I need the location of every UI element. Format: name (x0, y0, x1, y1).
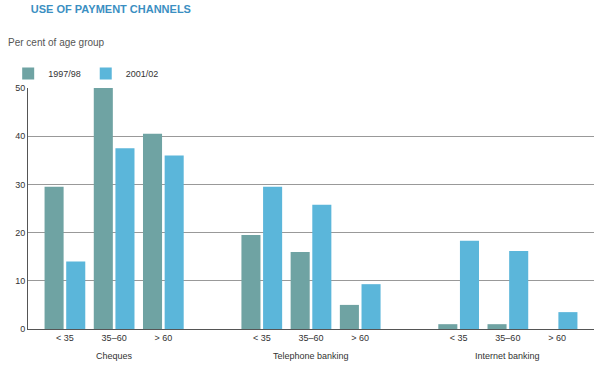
svg-text:< 35: < 35 (450, 333, 468, 343)
svg-text:1997/98: 1997/98 (48, 69, 81, 79)
svg-text:USE OF PAYMENT CHANNELS: USE OF PAYMENT CHANNELS (31, 3, 191, 15)
svg-text:Telephone banking: Telephone banking (273, 351, 349, 361)
svg-text:< 35: < 35 (253, 333, 271, 343)
svg-text:Cheques: Cheques (96, 351, 133, 361)
svg-text:Per cent of age group: Per cent of age group (8, 37, 105, 48)
svg-text:< 35: < 35 (56, 333, 74, 343)
svg-text:2001/02: 2001/02 (126, 69, 159, 79)
svg-text:10: 10 (15, 276, 25, 286)
svg-text:40: 40 (15, 131, 25, 141)
svg-text:> 60: > 60 (154, 333, 172, 343)
svg-text:35–60: 35–60 (495, 333, 520, 343)
svg-text:20: 20 (15, 228, 25, 238)
svg-text:> 60: > 60 (351, 333, 369, 343)
svg-text:35–60: 35–60 (102, 333, 127, 343)
svg-text:> 60: > 60 (548, 333, 566, 343)
svg-text:50: 50 (15, 83, 25, 93)
svg-text:Internet banking: Internet banking (475, 351, 540, 361)
svg-text:30: 30 (15, 180, 25, 190)
svg-text:35–60: 35–60 (298, 333, 323, 343)
svg-text:0: 0 (20, 324, 25, 334)
